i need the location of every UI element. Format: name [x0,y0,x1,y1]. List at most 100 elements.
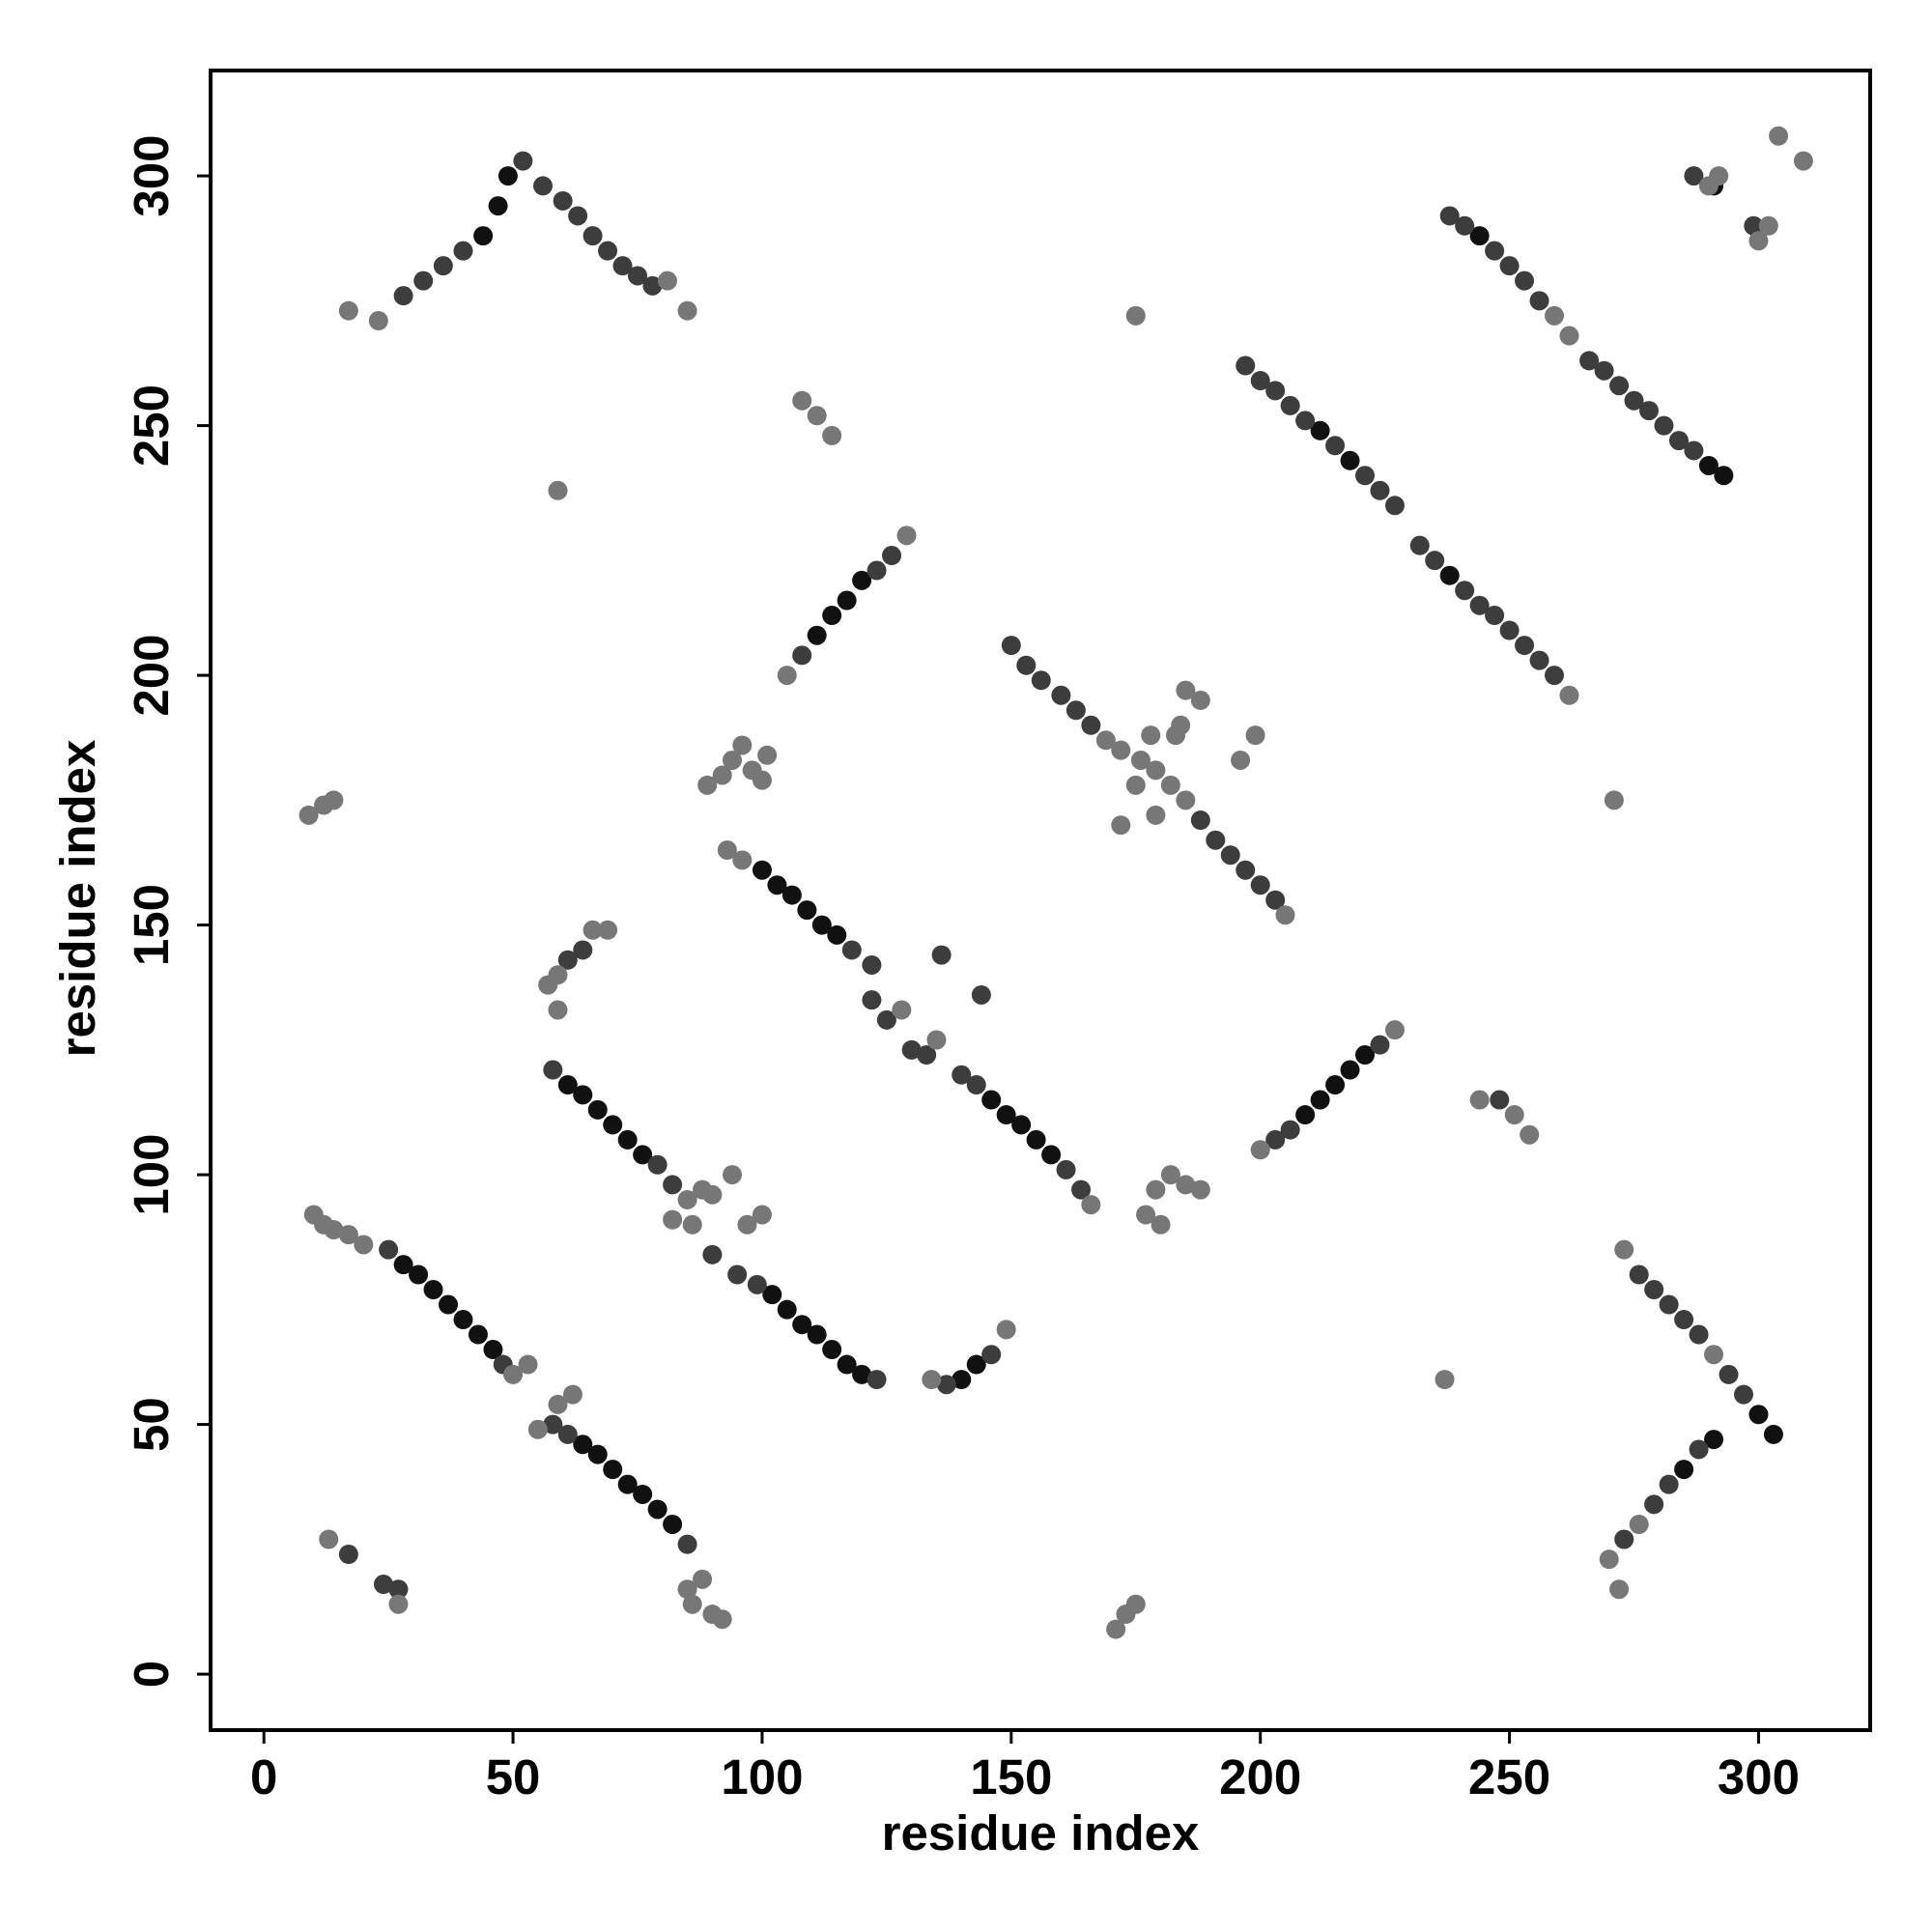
point [901,1039,922,1060]
point [702,1184,723,1205]
point [682,1214,702,1235]
point [393,1255,413,1275]
point [677,1534,697,1554]
point [379,1239,399,1260]
point [1136,1205,1156,1225]
point [682,1594,702,1614]
point [1744,215,1764,236]
point [647,1154,668,1175]
point [792,645,812,666]
y-tick-label: 250 [124,384,179,467]
point [777,666,797,686]
point [822,1340,842,1360]
point [1439,565,1460,585]
point [543,1414,563,1435]
point [338,1545,358,1565]
point [587,1444,608,1464]
point [587,1099,608,1120]
point [1614,1239,1634,1260]
point [1384,1020,1405,1040]
x-tick-label: 50 [486,1749,541,1804]
point [1604,790,1624,810]
point [633,1145,653,1165]
y-tick-label: 0 [124,1661,179,1688]
x-tick-label: 250 [1468,1749,1550,1804]
point [1190,810,1210,831]
point [1325,1075,1346,1095]
point [1499,620,1520,640]
point [468,1324,488,1345]
point [324,790,344,810]
point [936,1375,956,1395]
point [1340,1060,1360,1080]
point [966,1354,986,1375]
point [702,1244,723,1264]
point [1250,371,1270,391]
point [527,1419,548,1439]
point [971,984,991,1005]
point [882,546,902,566]
point [807,406,827,426]
point [1704,1430,1724,1450]
point [996,1105,1016,1125]
point [548,1000,568,1020]
point [633,1484,653,1504]
point [1031,670,1051,691]
point [737,1214,757,1235]
point [1674,1460,1694,1480]
point [1714,466,1734,486]
x-tick-label: 0 [250,1749,277,1804]
point [298,805,319,825]
point [1190,690,1210,710]
point [1520,1124,1540,1145]
point [852,1364,872,1384]
point [1370,480,1390,500]
point [1280,395,1300,415]
point [1629,1514,1649,1534]
point [867,1370,887,1390]
point [617,1129,638,1150]
point [1659,1294,1679,1315]
point [1469,226,1490,246]
point [1435,1370,1455,1390]
point [319,1529,339,1549]
point [1056,1159,1076,1179]
point [1455,215,1475,236]
point [1704,1345,1724,1365]
point [1081,1195,1101,1215]
point [1265,381,1286,401]
point [727,1264,748,1285]
point [1250,1140,1270,1160]
point [1166,725,1186,746]
point [663,1175,683,1195]
point [1160,775,1180,795]
point [807,625,827,645]
point [488,196,508,216]
point [1160,1165,1180,1185]
point [1504,1105,1524,1125]
point [1016,655,1037,675]
point [557,1424,578,1444]
point [777,1299,797,1320]
point [1689,1324,1709,1345]
point [757,745,778,765]
point [388,1594,409,1614]
point [1275,905,1295,925]
point [926,1030,947,1050]
point [1141,725,1161,746]
point [752,1205,772,1225]
point [1624,390,1644,411]
point [1490,1090,1510,1110]
point [1081,715,1101,735]
point [1545,666,1565,686]
point [1763,1424,1783,1444]
point [1719,1364,1739,1384]
point [324,1219,344,1239]
point [1236,355,1256,376]
point [1125,775,1146,795]
point [1614,1529,1634,1549]
point [388,1579,409,1600]
point [1644,1280,1664,1300]
point [981,1090,1002,1110]
point [553,190,573,211]
